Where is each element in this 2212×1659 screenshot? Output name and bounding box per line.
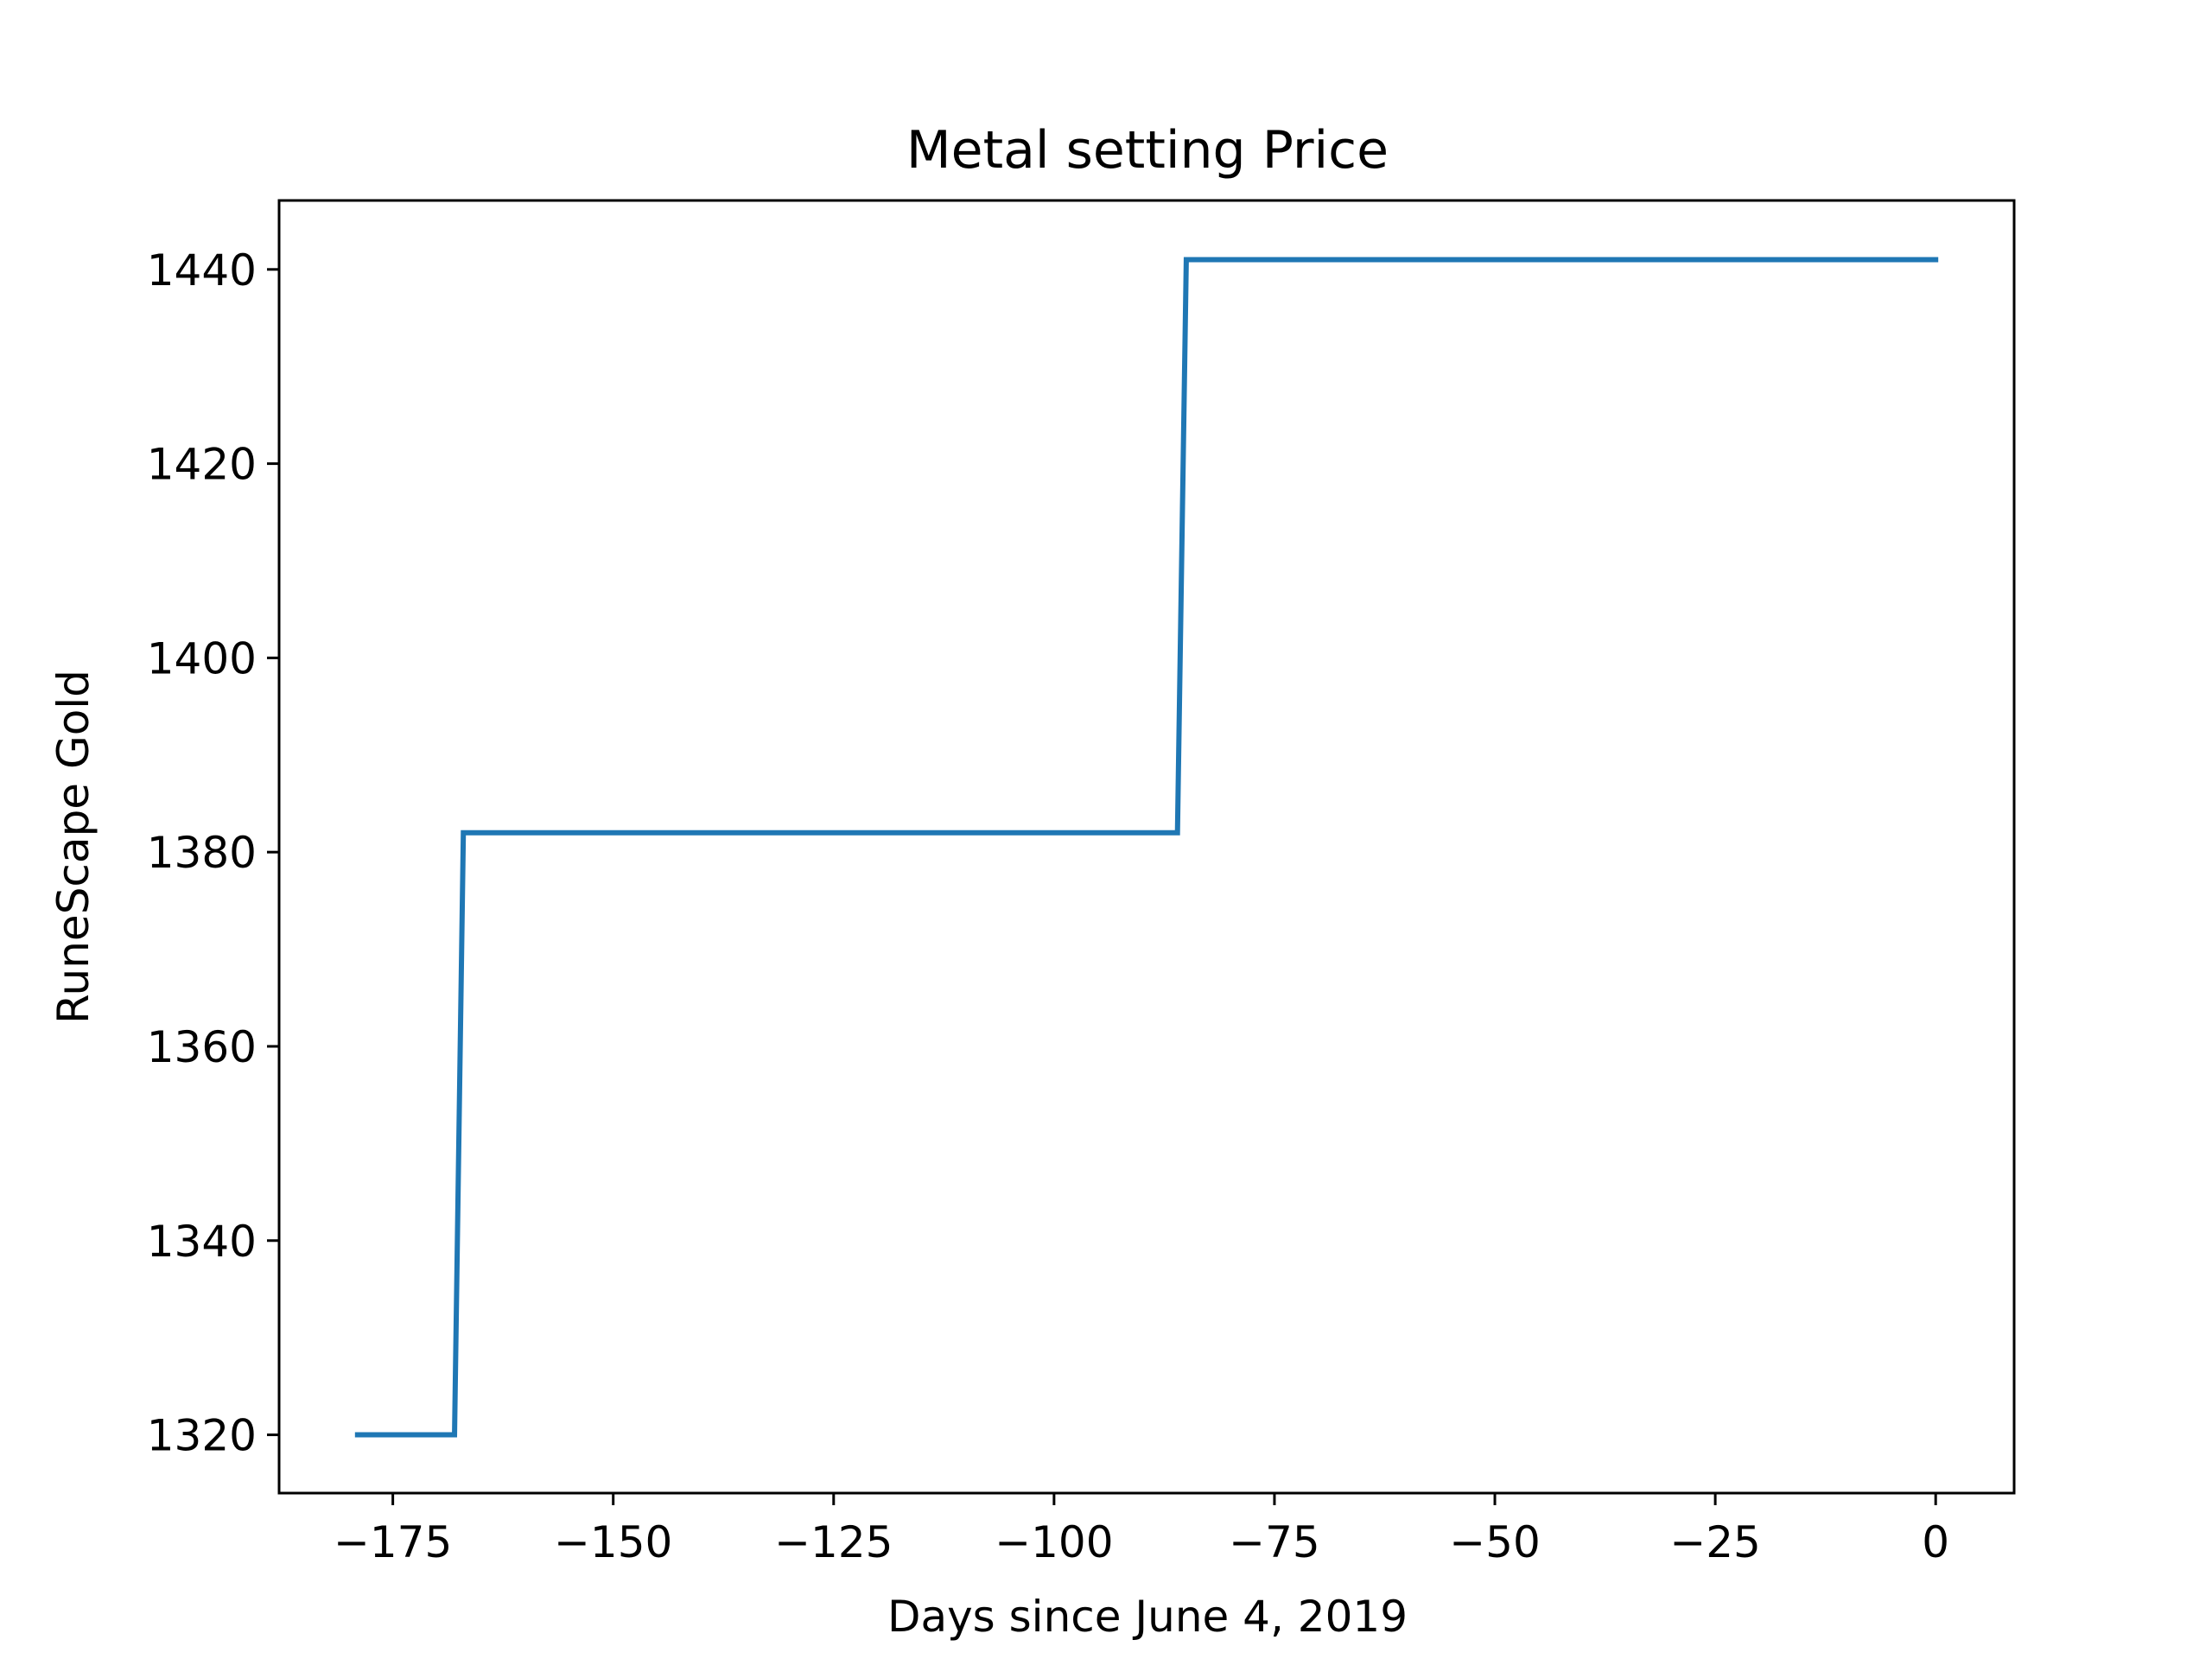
- x-tick-label: −75: [1229, 1517, 1320, 1567]
- y-tick-label: 1400: [147, 633, 257, 683]
- y-tick-label: 1420: [147, 440, 257, 490]
- y-tick-label: 1360: [147, 1022, 257, 1072]
- y-tick-label: 1320: [147, 1411, 257, 1461]
- plot-area: [354, 257, 1939, 1438]
- x-tick-label: −175: [334, 1517, 452, 1567]
- y-tick-label: 1440: [147, 245, 257, 296]
- x-tick-label: −25: [1669, 1517, 1761, 1567]
- y-axis: 1320 1340 1360 1380 1400 1420 1440: [147, 245, 279, 1461]
- x-tick-label: −125: [774, 1517, 893, 1567]
- x-tick-label: −150: [554, 1517, 672, 1567]
- y-axis-label: RuneScape Gold: [48, 670, 99, 1024]
- x-axis: −175 −150 −125 −100 −75 −50 −25 0: [334, 1493, 1949, 1567]
- x-axis-label: Days since June 4, 2019: [887, 1592, 1408, 1642]
- x-tick-label: −50: [1449, 1517, 1541, 1567]
- x-tick-label: 0: [1922, 1517, 1949, 1567]
- x-tick-label: −100: [995, 1517, 1113, 1567]
- y-tick-label: 1380: [147, 828, 257, 878]
- chart-title: Metal setting Price: [906, 120, 1389, 181]
- y-tick-label: 1340: [147, 1217, 257, 1267]
- series-line: [354, 257, 1939, 1438]
- plot-frame: [277, 199, 2016, 1495]
